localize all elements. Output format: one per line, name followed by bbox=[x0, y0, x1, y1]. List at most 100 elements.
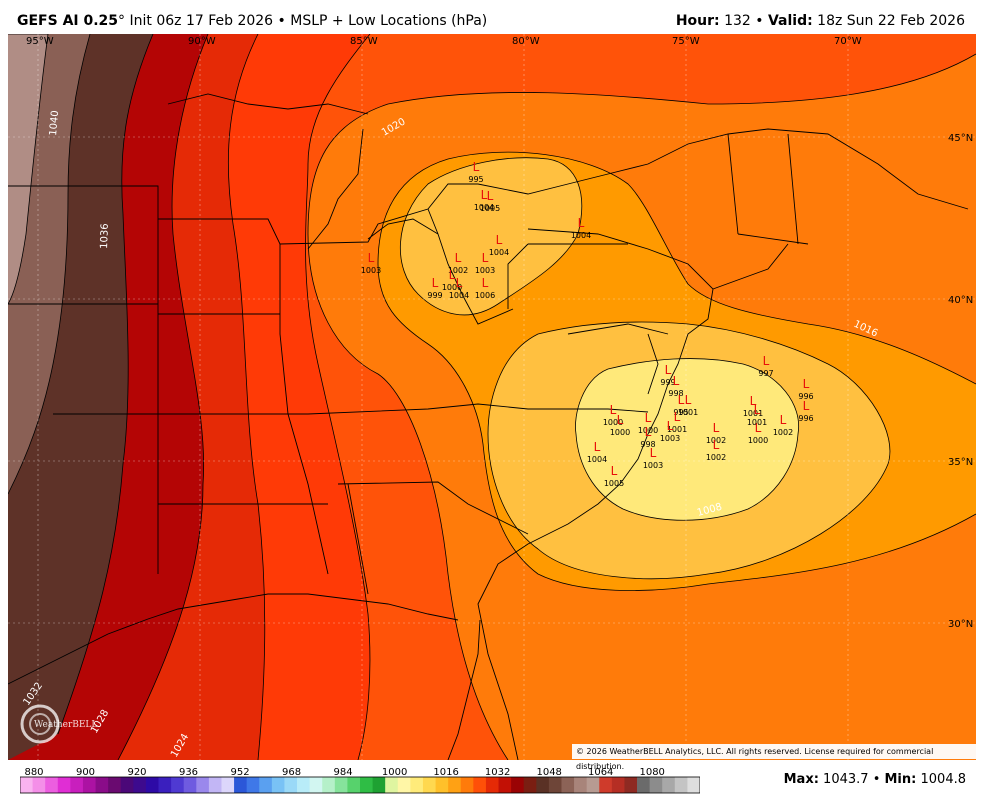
colorbar-cell bbox=[347, 777, 361, 793]
colorbar-cell bbox=[45, 777, 59, 793]
low-symbol: L bbox=[455, 251, 462, 265]
colorbar-cells bbox=[20, 777, 700, 793]
svg-text:WeatherBELL: WeatherBELL bbox=[34, 720, 97, 730]
colorbar-cell bbox=[309, 777, 323, 793]
lat-label: 30°N bbox=[948, 619, 973, 630]
colorbar-cell bbox=[171, 777, 185, 793]
valid-label: Valid: bbox=[767, 13, 813, 29]
colorbar-cell bbox=[460, 777, 474, 793]
colorbar-cell bbox=[82, 777, 96, 793]
colorbar-cell bbox=[511, 777, 525, 793]
colorbar-cell bbox=[599, 777, 613, 793]
field-name: MSLP + Low Locations (hPa) bbox=[290, 13, 488, 29]
map-title: GEFS AI 0.25° Init 06z 17 Feb 2026 • MSL… bbox=[17, 13, 487, 29]
low-pressure-value: 1004 bbox=[587, 455, 607, 464]
colorbar-cell bbox=[70, 777, 84, 793]
colorbar-cell bbox=[674, 777, 688, 793]
low-symbol: L bbox=[617, 413, 624, 427]
colorbar-cell bbox=[234, 777, 248, 793]
max-label: Max: bbox=[783, 772, 819, 787]
low-pressure-value: 1002 bbox=[706, 436, 726, 445]
low-pressure-value: 1003 bbox=[475, 266, 495, 275]
init-time: Init 06z 17 Feb 2026 bbox=[129, 13, 274, 29]
colorbar-cell bbox=[120, 777, 134, 793]
low-symbol: L bbox=[678, 393, 685, 407]
low-symbol: L bbox=[750, 394, 757, 408]
band-1004 bbox=[575, 358, 799, 521]
graticule-labels: 95°W 90°W 85°W 80°W 75°W 70°W 45°N 40°N … bbox=[26, 36, 973, 630]
lon-label: 75°W bbox=[672, 36, 700, 47]
low-pressure-value: 1005 bbox=[480, 204, 500, 213]
low-symbol: L bbox=[754, 403, 761, 417]
low-pressure-value: 1000 bbox=[603, 418, 623, 427]
colorbar-tick-label: 900 bbox=[76, 767, 95, 778]
min-value: 1004.8 bbox=[920, 772, 967, 787]
lat-label: 40°N bbox=[948, 295, 973, 306]
colorbar-cell bbox=[574, 777, 588, 793]
colorbar-cell bbox=[32, 777, 46, 793]
low-pressure-value: 1002 bbox=[706, 453, 726, 462]
isobar-label: 1036 bbox=[99, 223, 111, 249]
max-value: 1043.7 bbox=[823, 772, 869, 787]
model-name: GEFS AI 0.25 bbox=[17, 13, 119, 29]
colorbar-tick-label: 1016 bbox=[433, 767, 458, 778]
lon-label: 90°W bbox=[188, 36, 216, 47]
colorbar-cell bbox=[158, 777, 172, 793]
low-pressure-value: 996 bbox=[798, 392, 813, 401]
low-pressure-value: 1004 bbox=[449, 291, 469, 300]
low-pressure-value: 1001 bbox=[743, 409, 763, 418]
isobar-label: 1040 bbox=[48, 110, 61, 136]
hour-value: 132 bbox=[724, 13, 751, 29]
low-symbol: L bbox=[368, 251, 375, 265]
colorbar-cell bbox=[624, 777, 638, 793]
low-pressure-value: 1005 bbox=[604, 479, 624, 488]
pressure-map: 95°W 90°W 85°W 80°W 75°W 70°W 45°N 40°N … bbox=[8, 34, 976, 760]
max-min-readout: Max: 1043.7 • Min: 1004.8 bbox=[784, 772, 966, 787]
colorbar-cell bbox=[422, 777, 436, 793]
colorbar-tick-label: 920 bbox=[127, 767, 146, 778]
low-pressure-value: 1006 bbox=[475, 291, 495, 300]
low-symbol: L bbox=[487, 189, 494, 203]
low-symbol: L bbox=[673, 374, 680, 388]
colorbar-cell bbox=[561, 777, 575, 793]
low-symbol: L bbox=[481, 188, 488, 202]
low-symbol: L bbox=[645, 411, 652, 425]
colorbar-cell bbox=[473, 777, 487, 793]
colorbar-cell bbox=[485, 777, 499, 793]
low-pressure-value: 1000 bbox=[638, 426, 658, 435]
low-pressure-value: 996 bbox=[798, 414, 813, 423]
colorbar-tick-label: 1048 bbox=[536, 767, 561, 778]
low-symbol: L bbox=[650, 446, 657, 460]
low-symbol: L bbox=[755, 421, 762, 435]
colorbar-cell bbox=[360, 777, 373, 793]
colorbar-cell bbox=[208, 777, 222, 793]
low-pressure-value: 1000 bbox=[610, 428, 630, 437]
low-pressure-value: 1004 bbox=[474, 203, 494, 212]
low-symbol: L bbox=[780, 413, 787, 427]
low-symbol: L bbox=[713, 421, 720, 435]
low-symbol: L bbox=[763, 354, 770, 368]
colorbar-cell bbox=[435, 777, 449, 793]
low-markers: L995L1004L1005L1004L996L1003L1002L1003L1… bbox=[361, 160, 814, 488]
colorbar-tick-label: 936 bbox=[179, 767, 198, 778]
low-symbol: L bbox=[645, 425, 652, 439]
min-label: Min: bbox=[884, 772, 917, 787]
colorbar-cell bbox=[183, 777, 197, 793]
low-pressure-value: 1000 bbox=[442, 283, 462, 292]
forecast-time: Hour: 132 • Valid: 18z Sun 22 Feb 2026 bbox=[676, 13, 965, 29]
low-pressure-value: 999 bbox=[660, 378, 675, 387]
